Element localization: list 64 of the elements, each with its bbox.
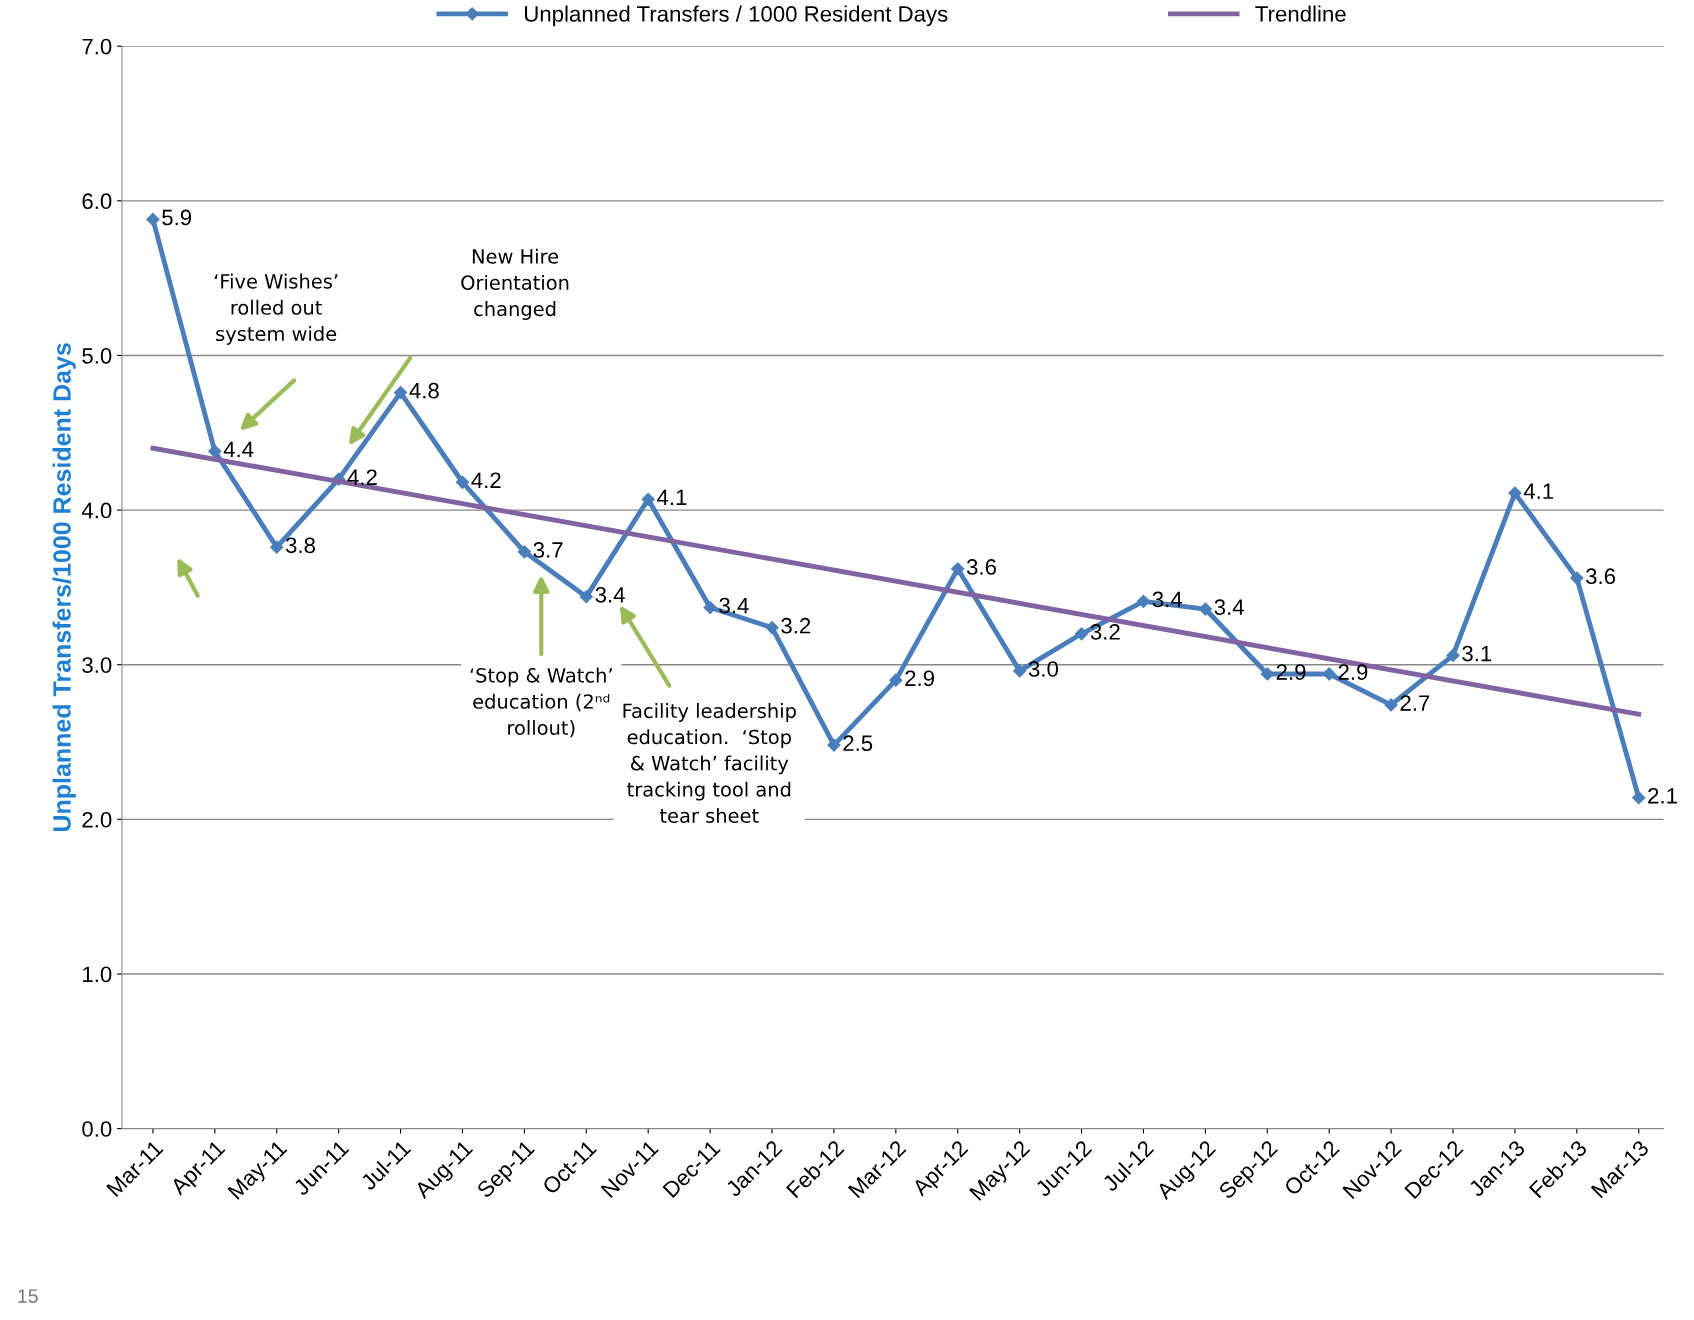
point <box>1260 667 1274 681</box>
data-label: 3.8 <box>285 537 315 554</box>
data-label: 2.1 <box>1648 787 1677 804</box>
point <box>951 562 965 576</box>
point <box>703 600 717 615</box>
data-label: 2.5 <box>843 735 873 752</box>
point <box>517 545 531 559</box>
data-label: 3.4 <box>719 597 749 614</box>
y-tick-label: 0.0 <box>82 1121 112 1137</box>
legend-label: Unplanned Transfers / 1000 Resident Days <box>524 5 948 27</box>
point <box>1508 486 1522 500</box>
data-label: 3.1 <box>1462 645 1492 662</box>
point <box>1446 648 1460 663</box>
y-tick-label: 5.0 <box>82 347 112 364</box>
point <box>393 385 408 400</box>
data-label: 4.8 <box>409 382 439 399</box>
point <box>1322 667 1336 681</box>
point <box>1570 571 1584 585</box>
data-label: 4.1 <box>1523 483 1554 499</box>
point <box>765 621 779 635</box>
point <box>1013 664 1027 678</box>
point <box>1198 602 1212 616</box>
y-axis-title: Unplanned Transfers/1000 Resident Days <box>52 343 76 832</box>
data-label: 4.1 <box>657 489 687 506</box>
point <box>146 212 160 226</box>
y-tick-label: 6.0 <box>82 193 112 210</box>
data-label: 2.9 <box>905 670 935 687</box>
point <box>270 540 284 554</box>
data-label: 3.7 <box>533 542 563 558</box>
legend-label: Trendline <box>1255 5 1346 22</box>
y-tick-label: 4.0 <box>81 502 112 519</box>
annotation: New Hire Orientation changed <box>461 248 569 320</box>
data-label: 2.9 <box>1338 664 1368 680</box>
data-label: 4.2 <box>347 469 377 485</box>
data-label: 4.4 <box>223 441 254 458</box>
data-label: 3.2 <box>781 617 811 634</box>
point <box>455 475 470 489</box>
point <box>1632 791 1646 805</box>
point <box>1384 698 1398 712</box>
data-label: 3.6 <box>966 559 996 575</box>
y-tick-label: 1.0 <box>83 966 112 983</box>
annotation: ‘Stop & Watch’ education (2ⁿᵈ rollout) <box>470 667 612 738</box>
data-label: 3.6 <box>1586 568 1616 585</box>
point <box>1136 594 1151 608</box>
data-label: 2.9 <box>1276 664 1306 680</box>
data-label: 3.4 <box>1214 599 1244 616</box>
data-label: 2.7 <box>1400 695 1430 711</box>
point <box>208 444 222 458</box>
y-tick-label: 2.0 <box>82 811 112 828</box>
text: 15 <box>18 1289 38 1303</box>
y-tick-label: 3.0 <box>82 657 112 673</box>
point <box>579 590 593 604</box>
data-label: 5.9 <box>162 209 192 226</box>
point <box>889 673 903 687</box>
data-label: 3.0 <box>1028 661 1059 677</box>
data-label: 3.2 <box>1090 624 1120 640</box>
annotation: Facility leadership education. ‘Stop & Watch’ facility tracking tool and tear sheet <box>623 703 796 823</box>
data-label: 4.2 <box>471 472 501 488</box>
data-label: 3.4 <box>595 586 625 603</box>
point <box>1074 627 1089 641</box>
y-tick-label: 7.0 <box>82 38 112 55</box>
point <box>827 738 841 752</box>
point <box>641 492 655 506</box>
annotation: ‘Five Wishes’ rolled out system wide <box>214 273 338 345</box>
